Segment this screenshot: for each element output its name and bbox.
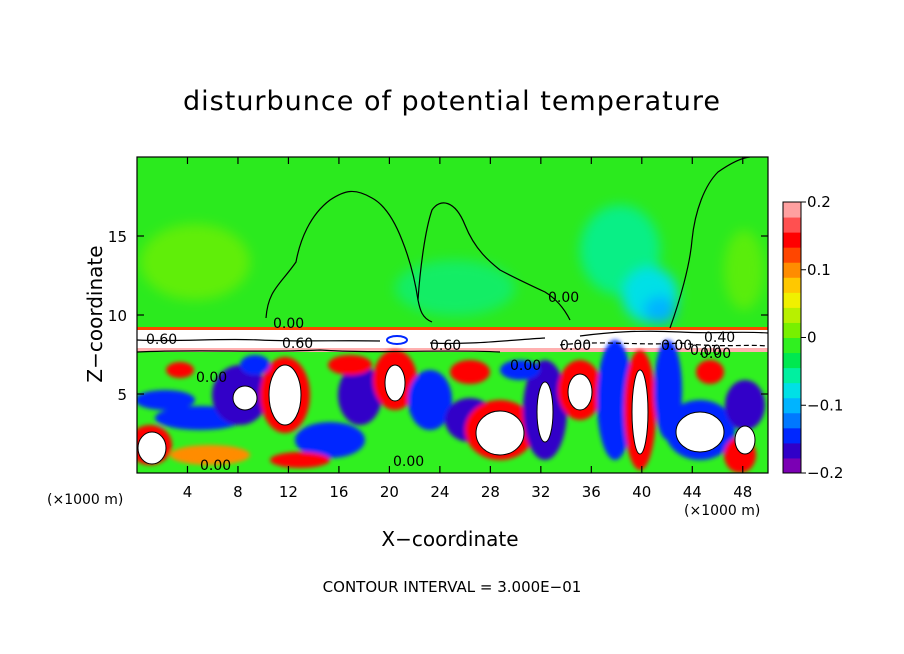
colorbar-tick-label: 0.1 [807,261,831,279]
turbulent-blob [170,445,250,465]
x-tick-label: 36 [582,483,601,501]
x-tick-label: 40 [632,483,651,501]
inversion-layer-red [137,327,768,330]
contour-line [559,342,768,347]
contour-line [386,335,408,345]
contour-label: 0.00 [548,290,579,306]
turbulent-blob [725,380,765,430]
contour-label: 0.00 [196,370,227,386]
colorbar-tick-label: 0 [807,329,817,347]
colorbar-swatch [783,457,801,474]
contour-label: 0.00 [690,343,721,359]
colorbar-swatch [783,277,801,293]
chart-title: disturbunce of potential temperature [183,86,721,117]
contour-label: 0.60 [146,332,177,348]
turbulent-blob [166,362,194,378]
turbulent-blob [597,340,633,460]
contour-label: 0.00 [393,454,424,470]
x-unit-label-left: (×1000 m) [47,492,124,508]
contour-label: 0.00 [560,338,591,354]
colorbar-tick-label: −0.2 [807,464,843,482]
colorbar-swatch [783,217,801,233]
y-tick-label: 10 [108,307,127,325]
turbulent-core [536,381,554,443]
contour-label: 0.60 [282,336,313,352]
colorbar-swatch [783,412,801,429]
turbulent-blob [408,370,452,430]
contour-label: 0.00 [700,346,731,362]
upper-blob [644,296,676,324]
colorbar-swatch [783,322,801,338]
turbulent-blob [328,355,372,375]
colorbar-swatch [783,367,801,384]
contour-label: 0.00 [200,458,231,474]
upper-blob [140,224,250,300]
contour-line [579,330,768,337]
colorbar-swatch [783,292,801,308]
colorbar-swatch [783,427,801,444]
colorbar-swatch [783,307,801,323]
turbulent-core [675,411,725,453]
turbulent-core [384,364,406,402]
contour-label: 0.00 [661,338,692,354]
inversion-layer-white-low [137,348,768,352]
upper-blob [395,260,515,316]
upper-blob [724,230,764,310]
contour-label: 0.40 [704,330,735,346]
contour-line [417,202,571,321]
contour-label: 0.00 [510,358,541,374]
x-tick-label: 20 [380,483,399,501]
colorbar-swatch [783,442,801,459]
colorbar-swatch [783,337,801,354]
contour-line [137,349,501,353]
y-tick-label: 15 [108,228,127,246]
x-tick-label: 12 [279,483,298,501]
y-tick-label: 5 [117,386,127,404]
x-tick-label: 48 [733,483,752,501]
contour-interval-note: CONTOUR INTERVAL = 3.000E−01 [322,578,582,596]
contour-line [429,337,546,345]
turbulent-cores [137,364,756,465]
turbulent-blob [696,360,724,384]
colorbar-tick-label: −0.1 [807,396,843,414]
colorbar-tick-label: 0.2 [807,193,831,211]
turbulent-core [475,410,525,456]
contour-label: 0.00 [273,316,304,332]
colorbar-swatch [783,397,801,414]
x-tick-label: 44 [683,483,702,501]
colorbar [782,201,802,474]
x-tick-label: 28 [481,483,500,501]
turbulent-core [137,431,167,465]
turbulent-blob [240,355,270,375]
colorbar-swatch [783,202,801,218]
x-tick-label: 4 [183,483,193,501]
x-tick-label: 16 [329,483,348,501]
x-tick-label: 32 [531,483,550,501]
turbulent-core [232,385,258,411]
turbulent-core [567,373,593,411]
turbulent-blob [270,452,330,468]
colorbar-swatch [783,247,801,263]
x-tick-label: 8 [233,483,243,501]
turbulent-core [734,425,756,455]
colorbar-swatch [783,382,801,399]
x-unit-label-right: (×1000 m) [684,503,761,519]
colorbar-swatch [783,352,801,369]
contour-line [669,157,751,329]
turbulent-blob [500,360,540,380]
turbulent-blob [338,365,382,425]
turbulent-blob [450,360,490,384]
turbulent-core [268,364,302,426]
turbulent-blob [137,390,195,410]
x-tick-label: 24 [430,483,449,501]
colorbar-swatch [783,232,801,248]
contour-line [137,338,381,342]
turbulent-core [631,369,649,455]
turbulent-blob [295,422,365,458]
x-axis-label: X−coordinate [381,527,519,551]
colorbar-swatch [783,262,801,278]
field-layer: 0.000.60 0.600.000.600.00 0.000.000.000.00… [137,157,768,474]
contour-label: 0.60 [430,338,461,354]
